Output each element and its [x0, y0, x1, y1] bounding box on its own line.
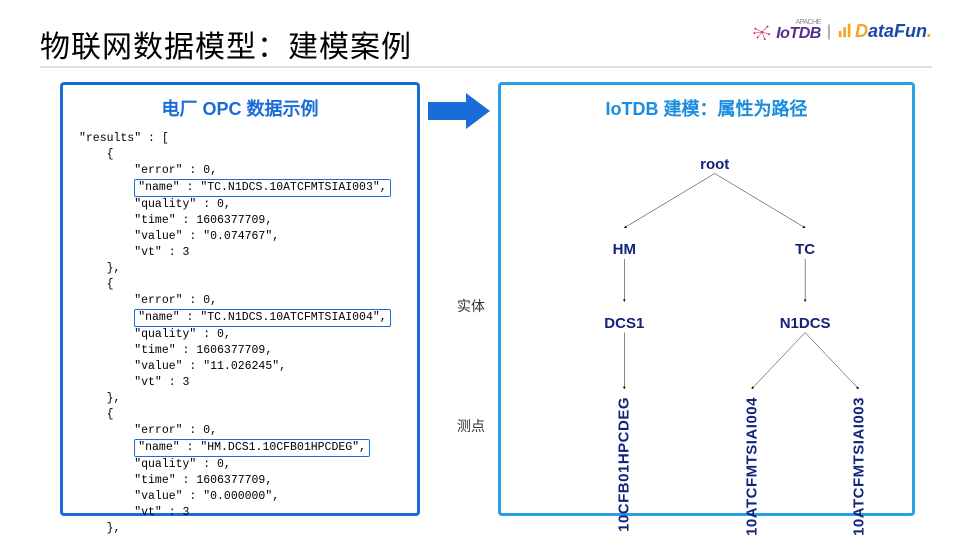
left-panel-title: 电厂 OPC 数据示例	[63, 95, 417, 121]
tree-node-leaf3: 10ATCFMTSIAI003	[850, 397, 867, 536]
logo-row: APACHE IoTDB | DataFun.	[751, 20, 932, 43]
highlight-name-2: "name" : "TC.N1DCS.10ATCFMTSIAI004",	[134, 309, 390, 327]
highlight-name-1: "name" : "TC.N1DCS.10ATCFMTSIAI003",	[134, 179, 390, 197]
left-panel: 电厂 OPC 数据示例 "results" : [ { "error" : 0,…	[60, 82, 420, 516]
tree-node-root: root	[700, 156, 729, 173]
opc-code-block: "results" : [ { "error" : 0, "name" : "T…	[63, 121, 417, 549]
logo-separator: |	[827, 23, 831, 41]
tree-node-leaf2: 10ATCFMTSIAI004	[743, 397, 760, 536]
datafun-mark-icon	[837, 21, 855, 39]
title-underline	[40, 66, 932, 68]
side-label-entity: 实体	[457, 296, 485, 316]
highlight-name-3: "name" : "HM.DCS1.10CFB01HPCDEG",	[134, 439, 370, 457]
right-panel-title: IoTDB 建模：属性为路径	[501, 95, 912, 121]
side-label-point: 测点	[457, 416, 485, 436]
right-panel: IoTDB 建模：属性为路径 rootHMTCDCS1N1DCS10CFB01H…	[498, 82, 915, 516]
tree-node-tc: TC	[795, 241, 815, 258]
tree-node-hm: HM	[613, 241, 636, 258]
content-row: 电厂 OPC 数据示例 "results" : [ { "error" : 0,…	[60, 82, 915, 516]
datafun-logo: DataFun.	[837, 21, 932, 42]
iotdb-logo: APACHE IoTDB	[751, 20, 821, 43]
tree-node-dcs1: DCS1	[604, 315, 644, 332]
tree-area: rootHMTCDCS1N1DCS10CFB01HPCDEG10ATCFMTSI…	[501, 125, 912, 513]
tree-node-leaf1: 10CFB01HPCDEG	[616, 397, 633, 532]
iotdb-mark-icon	[751, 21, 773, 43]
iotdb-text: APACHE IoTDB	[776, 20, 821, 43]
tree-node-n1dcs: N1DCS	[780, 315, 831, 332]
page-title: 物联网数据模型：建模案例	[40, 22, 412, 66]
